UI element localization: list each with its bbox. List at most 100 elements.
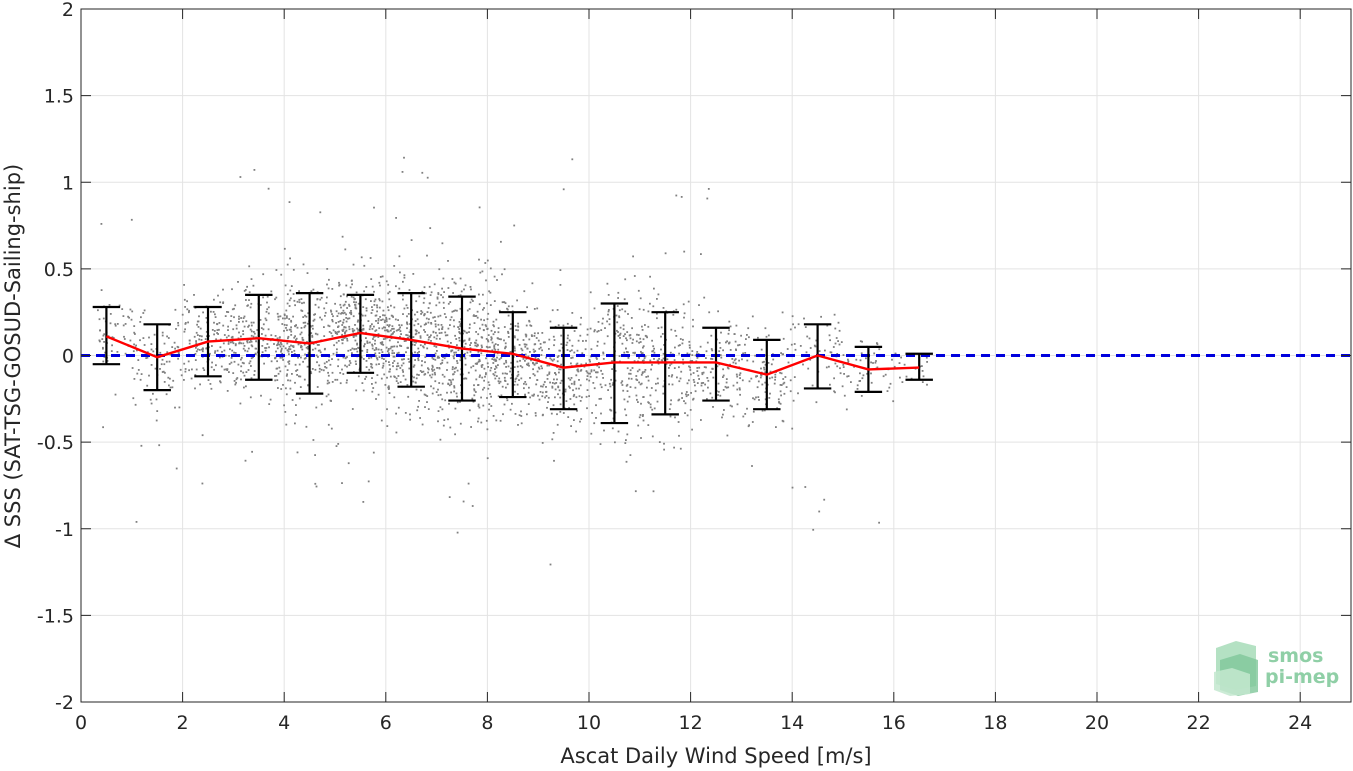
scatter-point [429, 374, 431, 377]
scatter-point [396, 352, 399, 355]
scatter-point [789, 390, 792, 393]
scatter-point [241, 361, 244, 364]
scatter-point [330, 309, 332, 312]
scatter-point [318, 364, 321, 367]
scatter-point [367, 320, 370, 322]
scatter-point [193, 335, 196, 338]
scatter-point [417, 323, 420, 325]
scatter-point [230, 315, 233, 317]
scatter-point [518, 344, 521, 346]
scatter-point [430, 334, 432, 337]
scatter-point [350, 310, 352, 312]
scatter-point [430, 340, 432, 342]
scatter-point [254, 352, 257, 355]
scatter-point [341, 329, 344, 332]
scatter-point [373, 300, 376, 303]
scatter-point [393, 330, 395, 333]
scatter-point [469, 351, 472, 353]
scatter-point [524, 353, 527, 356]
scatter-point [435, 337, 438, 340]
scatter-point [503, 339, 505, 342]
scatter-point [761, 383, 764, 386]
scatter-point [836, 365, 839, 368]
scatter-point [786, 348, 789, 350]
scatter-point [288, 305, 291, 307]
scatter-point [330, 310, 333, 313]
scatter-point [775, 426, 777, 428]
scatter-point [340, 306, 342, 309]
scatter-point [792, 399, 795, 402]
scatter-point [311, 334, 314, 337]
scatter-point [262, 296, 264, 299]
scatter-point [527, 403, 530, 405]
scatter-point [680, 370, 683, 373]
scatter-point [774, 373, 777, 376]
scatter-point [580, 363, 583, 366]
scatter-point [250, 377, 253, 380]
scatter-point [570, 377, 573, 379]
scatter-point [617, 331, 619, 333]
scatter-point [201, 434, 204, 437]
scatter-point [496, 279, 498, 281]
scatter-point [245, 320, 248, 323]
scatter-point [688, 346, 691, 349]
scatter-point [250, 365, 252, 367]
scatter-point [500, 357, 503, 359]
scatter-point [267, 312, 270, 315]
scatter-point [652, 349, 655, 352]
scatter-point [249, 339, 252, 342]
scatter-point [219, 381, 222, 384]
scatter-point [450, 316, 453, 319]
scatter-point [491, 358, 494, 360]
scatter-point [155, 398, 158, 401]
scatter-point [270, 334, 273, 337]
scatter-point [296, 326, 299, 329]
scatter-point [405, 334, 408, 336]
scatter-point [495, 366, 498, 369]
scatter-point [456, 531, 459, 534]
scatter-point [490, 338, 493, 341]
scatter-point [579, 323, 582, 326]
scatter-point [778, 401, 780, 403]
scatter-point [474, 391, 477, 393]
scatter-point [306, 365, 309, 368]
scatter-point [348, 328, 351, 331]
scatter-point [303, 357, 306, 360]
scatter-point [209, 352, 211, 355]
scatter-point [398, 324, 401, 326]
scatter-point [377, 336, 380, 338]
scatter-point [432, 316, 435, 319]
scatter-point [480, 396, 482, 399]
scatter-point [294, 304, 296, 307]
scatter-point [284, 317, 286, 320]
scatter-point [507, 365, 510, 368]
scatter-point [731, 358, 734, 360]
scatter-point [620, 381, 623, 384]
scatter-point [477, 351, 480, 353]
scatter-point [898, 362, 901, 364]
scatter-point [416, 311, 419, 313]
scatter-point [640, 373, 643, 376]
scatter-point [173, 341, 176, 344]
scatter-point [305, 346, 308, 349]
scatter-point [266, 295, 269, 298]
scatter-point [443, 357, 446, 360]
scatter-point [281, 323, 284, 325]
scatter-point [294, 422, 296, 425]
scatter-point [515, 329, 518, 331]
scatter-point [393, 352, 395, 354]
scatter-point [183, 330, 186, 333]
scatter-point [462, 500, 465, 503]
scatter-point [292, 315, 294, 318]
scatter-point [303, 378, 306, 381]
scatter-point [399, 367, 402, 369]
scatter-point [446, 361, 449, 364]
scatter-point [188, 309, 190, 312]
scatter-point [553, 382, 556, 385]
scatter-point [611, 368, 613, 370]
scatter-point [608, 323, 611, 326]
scatter-point [453, 371, 456, 373]
scatter-point [573, 393, 576, 396]
scatter-point [453, 357, 455, 360]
scatter-point [417, 405, 419, 408]
